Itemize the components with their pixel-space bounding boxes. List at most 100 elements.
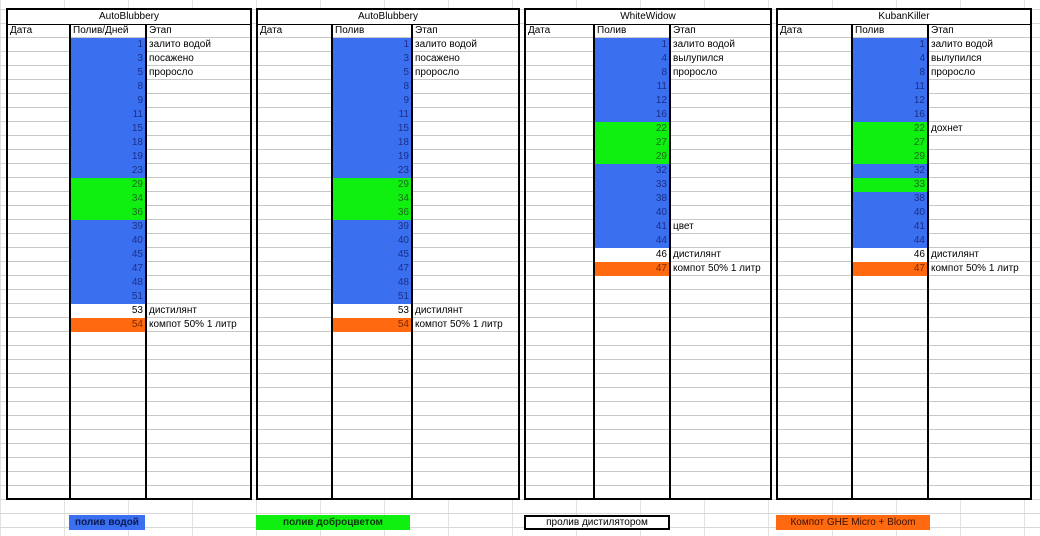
water-day-cell[interactable]: 1 (853, 38, 927, 52)
stage-cell[interactable]: компот 50% 1 литр (673, 263, 761, 274)
stage-cell[interactable] (413, 234, 518, 248)
water-day-cell[interactable]: 48 (333, 276, 411, 290)
water-day-cell[interactable]: 16 (595, 108, 669, 122)
water-day-cell[interactable]: 18 (71, 136, 145, 150)
stage-cell[interactable] (147, 248, 250, 262)
stage-cell[interactable]: посажено (149, 53, 194, 64)
stage-cell[interactable] (929, 206, 1030, 220)
stage-cell[interactable] (147, 192, 250, 206)
water-day-cell[interactable]: 47 (853, 262, 927, 276)
stage-cell[interactable] (671, 80, 770, 94)
stage-cell[interactable] (413, 248, 518, 262)
water-day-cell[interactable]: 11 (595, 80, 669, 94)
stage-cell[interactable] (147, 94, 250, 108)
water-day-cell[interactable]: 53 (333, 304, 411, 318)
stage-cell[interactable] (147, 80, 250, 94)
water-day-cell[interactable]: 23 (71, 164, 145, 178)
water-day-cell[interactable]: 15 (333, 122, 411, 136)
stage-cell[interactable] (929, 234, 1030, 248)
water-day-cell[interactable]: 4 (595, 52, 669, 66)
water-day-cell[interactable]: 34 (71, 192, 145, 206)
water-day-cell[interactable]: 4 (853, 52, 927, 66)
stage-cell[interactable] (929, 150, 1030, 164)
stage-cell[interactable] (413, 290, 518, 304)
stage-cell[interactable] (929, 108, 1030, 122)
stage-cell[interactable]: вылупился (673, 53, 724, 64)
water-day-cell[interactable]: 15 (71, 122, 145, 136)
water-day-cell[interactable]: 3 (71, 52, 145, 66)
water-day-cell[interactable]: 23 (333, 164, 411, 178)
stage-cell[interactable] (413, 80, 518, 94)
stage-cell[interactable]: залито водой (673, 39, 735, 50)
stage-cell[interactable]: вылупился (931, 53, 982, 64)
water-day-cell[interactable]: 29 (595, 150, 669, 164)
stage-cell[interactable] (147, 136, 250, 150)
stage-cell[interactable] (147, 150, 250, 164)
stage-cell[interactable] (413, 164, 518, 178)
stage-cell[interactable]: проросло (673, 67, 718, 78)
date-header[interactable]: Дата (260, 25, 283, 36)
stage-cell[interactable]: залито водой (931, 39, 993, 50)
date-header[interactable]: Дата (528, 25, 551, 36)
water-day-cell[interactable]: 32 (595, 164, 669, 178)
water-header[interactable]: Полив (597, 25, 627, 36)
water-day-cell[interactable]: 47 (595, 262, 669, 276)
water-day-cell[interactable]: 29 (853, 150, 927, 164)
stage-cell[interactable] (147, 234, 250, 248)
water-day-cell[interactable]: 54 (333, 318, 411, 332)
water-day-cell[interactable]: 45 (71, 248, 145, 262)
stage-cell[interactable] (929, 94, 1030, 108)
stage-cell[interactable] (413, 206, 518, 220)
water-header[interactable]: Полив/Дней (73, 25, 129, 36)
stage-cell[interactable] (671, 178, 770, 192)
stage-cell[interactable] (671, 122, 770, 136)
stage-cell[interactable] (413, 178, 518, 192)
water-day-cell[interactable]: 12 (595, 94, 669, 108)
water-day-cell[interactable]: 34 (333, 192, 411, 206)
water-day-cell[interactable]: 47 (71, 262, 145, 276)
stage-cell[interactable] (671, 192, 770, 206)
stage-cell[interactable] (413, 220, 518, 234)
stage-cell[interactable] (929, 220, 1030, 234)
stage-cell[interactable]: залито водой (415, 39, 477, 50)
water-day-cell[interactable]: 44 (595, 234, 669, 248)
water-day-cell[interactable]: 32 (853, 164, 927, 178)
water-day-cell[interactable]: 33 (595, 178, 669, 192)
water-day-cell[interactable]: 39 (71, 220, 145, 234)
water-day-cell[interactable]: 41 (853, 220, 927, 234)
water-day-cell[interactable]: 54 (71, 318, 145, 332)
stage-cell[interactable] (671, 206, 770, 220)
water-day-cell[interactable]: 41 (595, 220, 669, 234)
stage-cell[interactable]: дистилянт (415, 305, 463, 316)
water-header[interactable]: Полив (855, 25, 885, 36)
water-day-cell[interactable]: 38 (595, 192, 669, 206)
stage-cell[interactable]: посажено (415, 53, 460, 64)
water-day-cell[interactable]: 9 (333, 94, 411, 108)
water-day-cell[interactable]: 8 (595, 66, 669, 80)
stage-cell[interactable] (671, 234, 770, 248)
water-day-cell[interactable]: 27 (595, 136, 669, 150)
stage-cell[interactable] (413, 276, 518, 290)
stage-header[interactable]: Этап (673, 25, 696, 36)
stage-cell[interactable] (147, 206, 250, 220)
stage-cell[interactable] (671, 150, 770, 164)
water-day-cell[interactable]: 19 (71, 150, 145, 164)
stage-cell[interactable] (413, 262, 518, 276)
water-day-cell[interactable]: 46 (595, 248, 669, 262)
stage-cell[interactable]: компот 50% 1 литр (931, 263, 1019, 274)
water-day-cell[interactable]: 36 (71, 206, 145, 220)
stage-cell[interactable] (929, 164, 1030, 178)
water-day-cell[interactable]: 11 (333, 108, 411, 122)
water-day-cell[interactable]: 39 (333, 220, 411, 234)
water-day-cell[interactable]: 1 (595, 38, 669, 52)
water-day-cell[interactable]: 36 (333, 206, 411, 220)
stage-cell[interactable] (929, 178, 1030, 192)
stage-cell[interactable] (413, 192, 518, 206)
stage-cell[interactable] (929, 80, 1030, 94)
water-day-cell[interactable]: 29 (333, 178, 411, 192)
water-day-cell[interactable]: 27 (853, 136, 927, 150)
stage-cell[interactable] (147, 220, 250, 234)
stage-cell[interactable] (929, 192, 1030, 206)
water-day-cell[interactable]: 53 (71, 304, 145, 318)
stage-cell[interactable] (147, 122, 250, 136)
